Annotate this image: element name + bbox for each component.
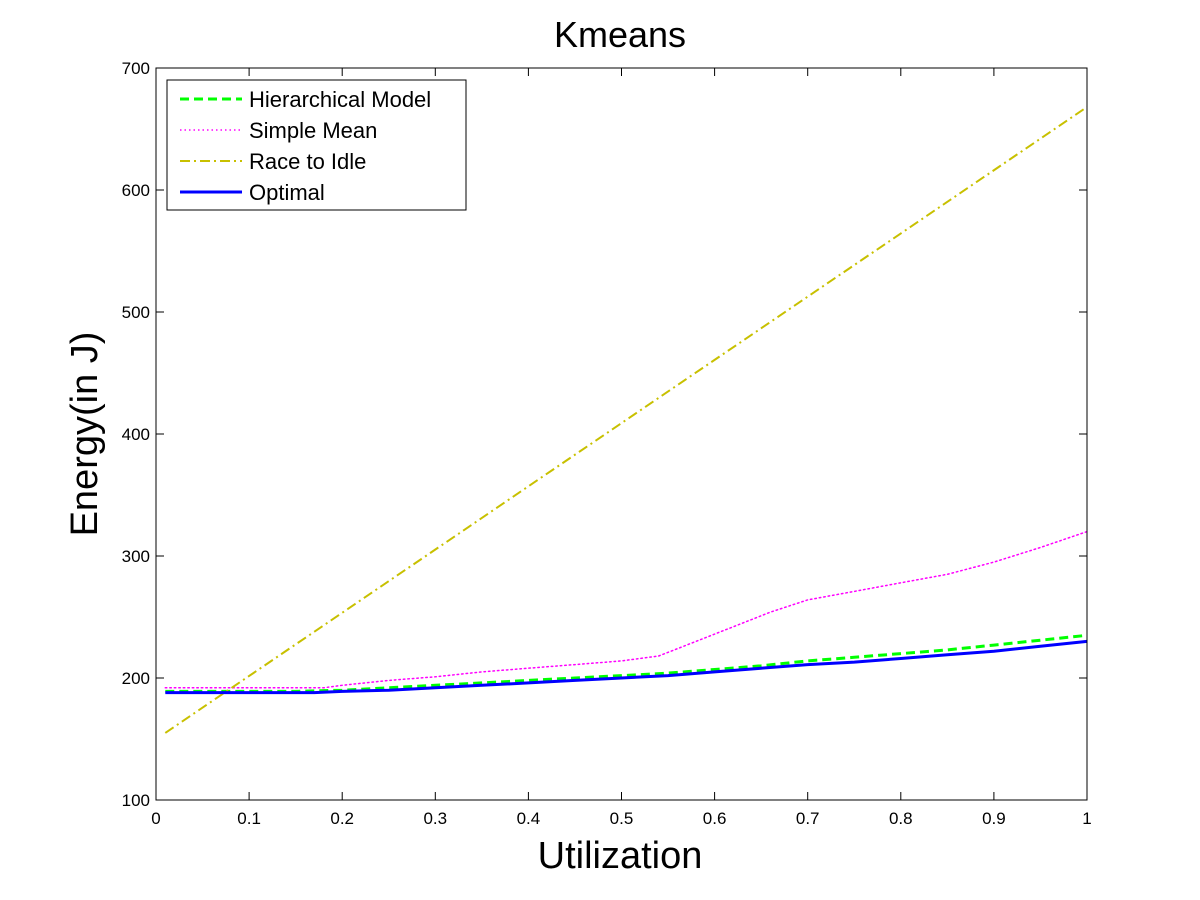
y-tick-label-200: 200 (122, 669, 150, 688)
y-tick-label-600: 600 (122, 181, 150, 200)
x-tick-label-0-4: 0.4 (517, 809, 541, 828)
y-tick-label-100: 100 (122, 791, 150, 810)
series-line-hierarchical-model (165, 633, 1088, 693)
x-tick-label-0-8: 0.8 (889, 809, 913, 828)
legend-entries: Hierarchical Model Simple Mean Race to Idl… (180, 87, 431, 205)
series-line-simple-mean (164, 530, 1088, 689)
x-tick-label-0-6: 0.6 (703, 809, 727, 828)
x-tick-label-0-2: 0.2 (330, 809, 354, 828)
legend-box (166, 79, 467, 211)
y-axis-label: Energy(in J) (64, 332, 106, 537)
legend-label-optimal: Optimal (249, 180, 325, 205)
x-tick-label-1: 1 (1082, 809, 1091, 828)
x-tick-label-0: 0 (151, 809, 160, 828)
x-tick-label-0-7: 0.7 (796, 809, 820, 828)
series-line-race-to-idle (164, 106, 1088, 734)
y-tick-label-500: 500 (122, 303, 150, 322)
series-line-optimal (165, 639, 1088, 695)
series-layer (164, 106, 1088, 734)
y-tick-label-700: 700 (122, 59, 150, 78)
ticks-layer: 0 0.1 0.2 0.3 0.4 0.5 0.6 0.7 0.8 0.9 1 100 200 300 40… (122, 59, 1092, 828)
x-tick-label-0-9: 0.9 (982, 809, 1006, 828)
x-tick-label-0-5: 0.5 (610, 809, 634, 828)
legend: Hierarchical Model Simple Mean Race to Idl… (166, 79, 467, 211)
chart-title: Kmeans (554, 14, 686, 55)
legend-label-hierarchical-model: Hierarchical Model (249, 87, 431, 112)
x-axis-label: Utilization (538, 835, 703, 877)
legend-label-simple-mean: Simple Mean (249, 118, 377, 143)
x-tick-label-0-1: 0.1 (237, 809, 261, 828)
y-tick-label-400: 400 (122, 425, 150, 444)
x-tick-label-0-3: 0.3 (423, 809, 447, 828)
y-tick-label-300: 300 (122, 547, 150, 566)
legend-label-race-to-idle: Race to Idle (249, 149, 366, 174)
